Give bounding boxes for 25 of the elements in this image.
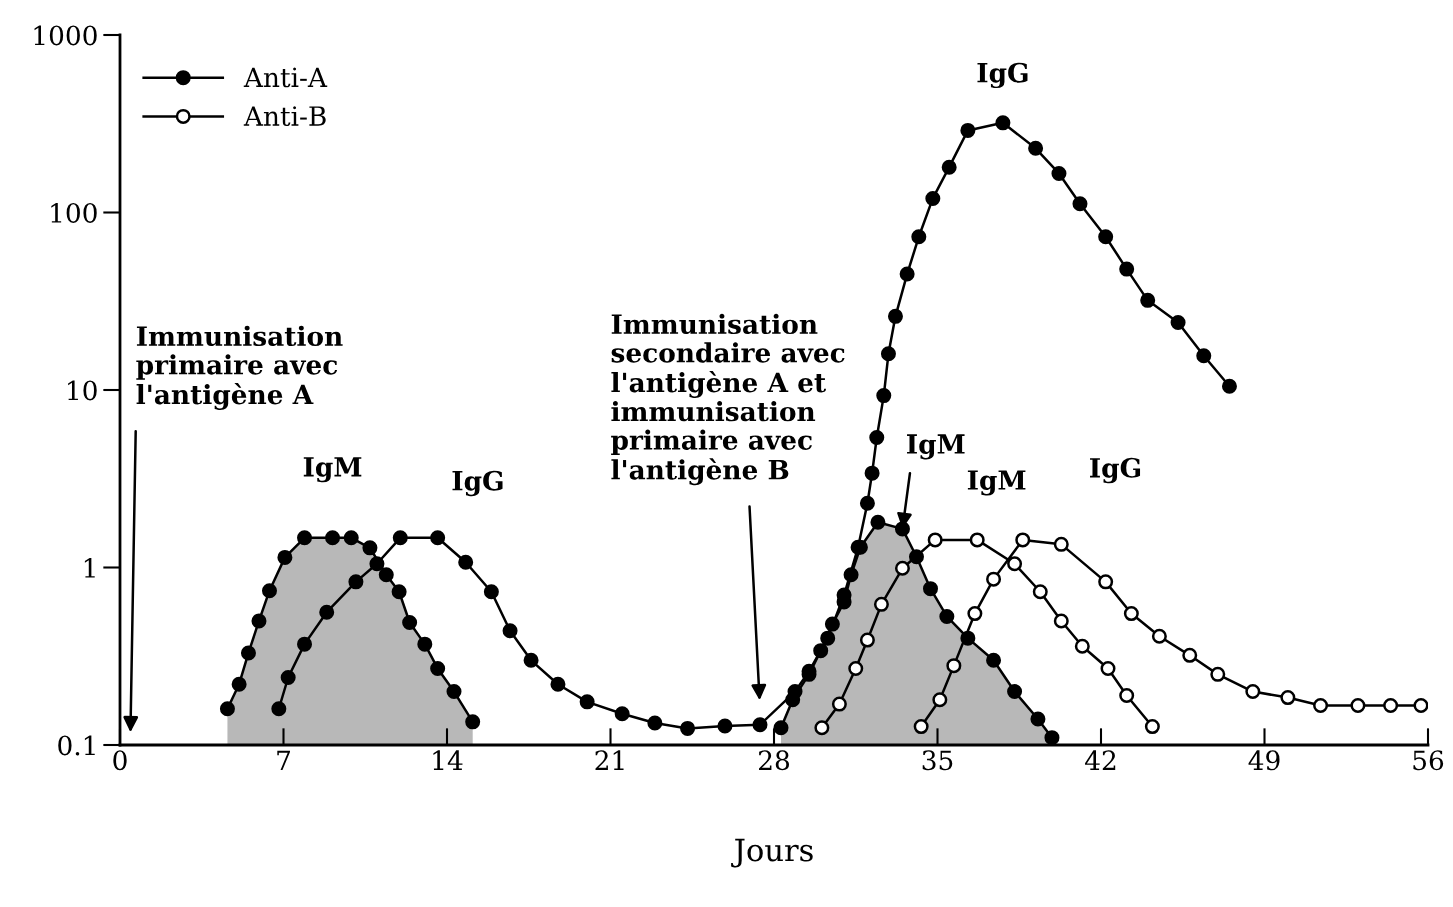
y-tick-label: 1000 — [34, 25, 97, 46]
x-tick-label: 42 — [1085, 750, 1116, 770]
annotation: IgM — [907, 434, 965, 460]
legend-label: Anti-B — [243, 106, 326, 127]
legend-label: Anti-A — [243, 67, 328, 88]
x-tick-label: 21 — [595, 750, 624, 770]
x-tick-label: 56 — [1413, 750, 1444, 771]
x-tick-label: 0 — [113, 750, 127, 771]
x-tick-label: 28 — [759, 750, 790, 771]
y-tick-label: 0.1 — [58, 735, 95, 756]
annotation: IgG — [452, 470, 503, 497]
annotation: IgG — [977, 62, 1028, 89]
y-tick-label: 100 — [51, 202, 97, 223]
y-tick-label: 10 — [68, 380, 97, 401]
annotation: IgM — [967, 470, 1026, 496]
x-tick-label: 35 — [922, 750, 953, 771]
x-axis-title: Jours — [731, 838, 813, 868]
x-tick-label: 7 — [277, 750, 290, 770]
x-tick-label: 14 — [433, 750, 463, 770]
y-tick-label: 1 — [84, 557, 95, 578]
annotation: Immunisation secondaire avec l'antigène A et immunisation primaire avec l'antigène B — [611, 313, 845, 486]
annotation: Immunisation primaire avec l'antigène A — [136, 325, 343, 410]
annotation: IgG — [1090, 457, 1141, 484]
x-tick-label: 49 — [1248, 750, 1280, 771]
annotation: IgM — [303, 457, 362, 483]
